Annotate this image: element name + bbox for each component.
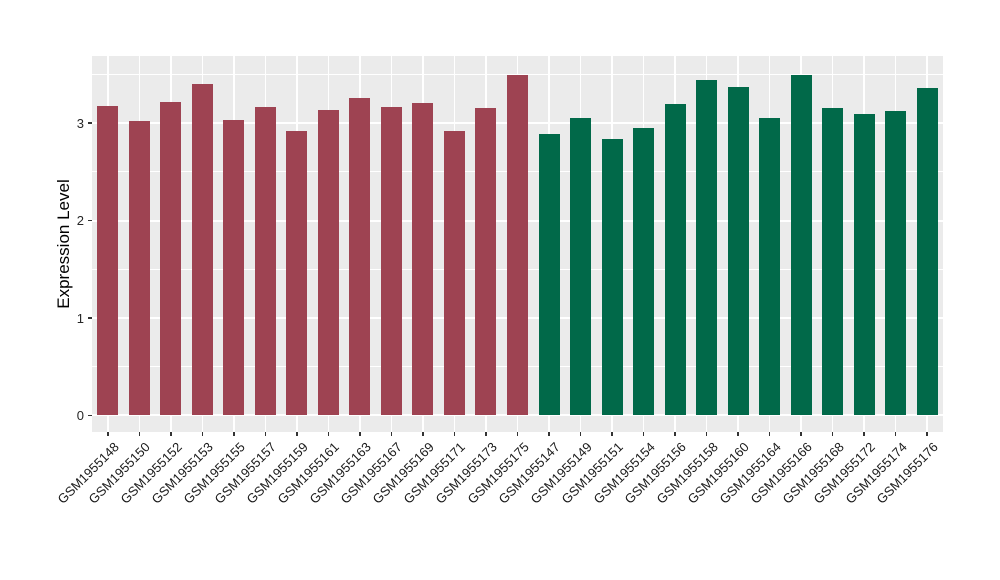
bar bbox=[349, 97, 371, 416]
bar bbox=[696, 80, 718, 416]
bar bbox=[727, 87, 749, 416]
bar bbox=[507, 75, 528, 416]
x-axis-tick bbox=[926, 432, 928, 436]
bar bbox=[853, 114, 875, 416]
x-axis-tick bbox=[485, 432, 487, 436]
y-axis-tick bbox=[88, 219, 92, 222]
x-axis-tick bbox=[800, 432, 802, 436]
bar bbox=[885, 110, 907, 416]
x-axis-tick bbox=[327, 432, 330, 436]
bar bbox=[317, 109, 339, 416]
x-axis-tick bbox=[359, 432, 361, 436]
y-tick-label: 2 bbox=[76, 213, 84, 229]
x-axis-tick bbox=[170, 432, 172, 436]
x-axis-tick bbox=[453, 432, 456, 436]
bar bbox=[443, 131, 465, 416]
x-axis-tick bbox=[390, 432, 393, 436]
x-axis-tick bbox=[296, 432, 298, 436]
y-tick-label: 1 bbox=[76, 310, 84, 326]
x-axis-tick bbox=[233, 432, 235, 436]
x-axis-tick bbox=[201, 432, 204, 436]
y-axis-title: Expression Level bbox=[54, 179, 73, 309]
bar bbox=[97, 105, 119, 416]
x-axis-tick bbox=[705, 432, 708, 436]
x-axis-tick bbox=[548, 432, 550, 436]
plot-panel bbox=[92, 56, 943, 432]
bar bbox=[601, 138, 623, 416]
y-tick-label: 3 bbox=[76, 115, 84, 131]
bar bbox=[412, 102, 434, 416]
bar bbox=[916, 88, 938, 416]
x-axis-tick bbox=[642, 432, 645, 436]
x-axis-tick bbox=[138, 432, 141, 436]
y-tick-label: 0 bbox=[76, 407, 84, 423]
y-axis-tick bbox=[88, 122, 92, 124]
bar bbox=[822, 107, 844, 416]
x-axis-tick bbox=[579, 432, 582, 436]
bar bbox=[664, 103, 686, 416]
bar bbox=[286, 131, 308, 416]
bar bbox=[128, 121, 150, 416]
x-axis-tick bbox=[768, 432, 771, 436]
bar bbox=[538, 133, 560, 416]
x-axis-tick bbox=[674, 432, 676, 436]
bar bbox=[633, 128, 655, 416]
bar bbox=[759, 118, 781, 416]
bar bbox=[570, 118, 592, 416]
bar bbox=[475, 107, 497, 416]
x-axis-tick bbox=[422, 432, 424, 436]
bar bbox=[191, 84, 213, 416]
bar bbox=[790, 75, 812, 416]
x-axis-tick bbox=[611, 432, 613, 436]
x-axis-tick bbox=[894, 432, 897, 436]
bar bbox=[254, 106, 276, 416]
x-axis-tick bbox=[831, 432, 834, 436]
x-axis-tick bbox=[737, 432, 739, 436]
bar bbox=[223, 120, 245, 416]
x-axis-tick bbox=[264, 432, 267, 436]
y-axis-tick bbox=[88, 414, 92, 417]
x-axis-tick bbox=[516, 432, 519, 436]
bar bbox=[160, 101, 182, 416]
x-axis-tick bbox=[863, 432, 865, 436]
x-axis-tick bbox=[107, 432, 109, 436]
bar bbox=[380, 106, 402, 416]
y-axis-tick bbox=[88, 317, 92, 319]
